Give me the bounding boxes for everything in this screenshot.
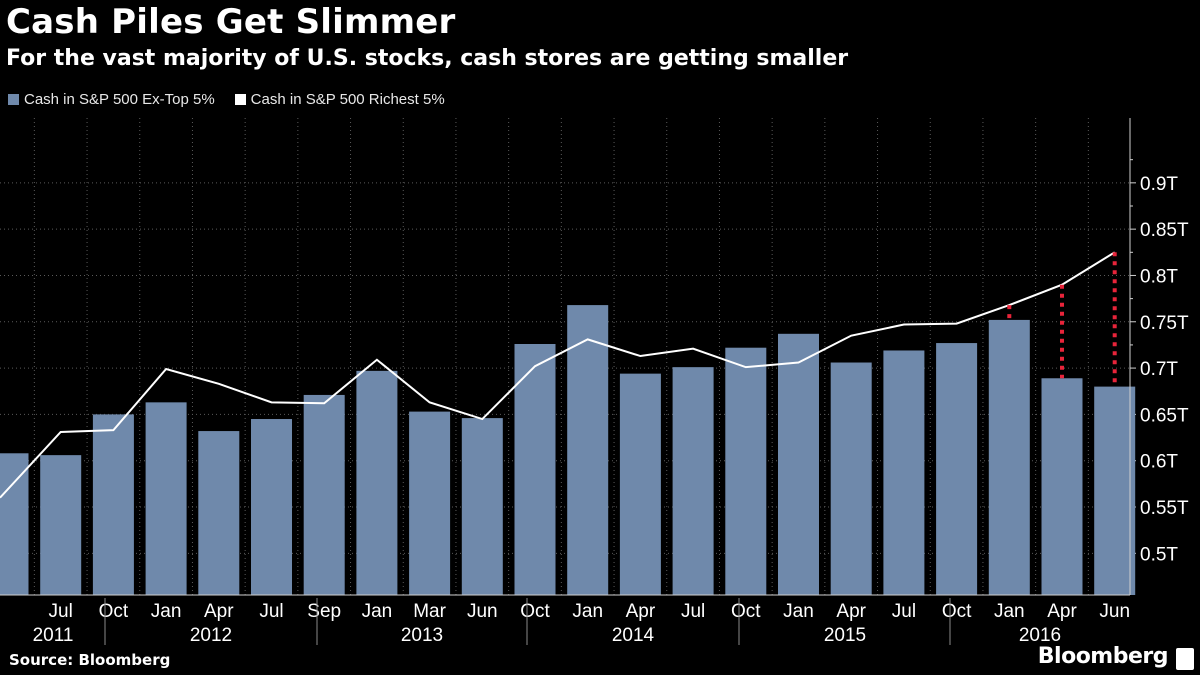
legend-item-line: Cash in S&P 500 Richest 5% — [234, 91, 445, 108]
y-tick-label: 0.65T — [1140, 405, 1189, 426]
bar-ex-top5 — [145, 402, 187, 595]
x-tick-label: Mar — [413, 601, 446, 622]
x-tick-label: Apr — [836, 601, 866, 622]
y-tick-label: 0.55T — [1140, 498, 1189, 519]
x-tick-label: Apr — [1047, 601, 1077, 622]
x-tick-label: Jul — [49, 601, 73, 622]
legend-label-line: Cash in S&P 500 Richest 5% — [250, 91, 445, 108]
bar-ex-top5 — [1094, 386, 1136, 595]
bar-ex-top5 — [198, 431, 240, 595]
y-tick-label: 0.7T — [1140, 359, 1178, 380]
y-tick-label: 0.85T — [1140, 220, 1189, 241]
x-tick-label: Oct — [942, 601, 972, 622]
x-year-label: 2011 — [33, 625, 74, 646]
bar-ex-top5 — [567, 305, 609, 595]
bar-ex-top5 — [1041, 378, 1083, 595]
x-tick-label: Jan — [362, 601, 393, 622]
x-tick-label: Jan — [572, 601, 603, 622]
bar-ex-top5 — [883, 350, 925, 595]
bar-ex-top5 — [725, 347, 767, 595]
bar-ex-top5 — [92, 414, 134, 595]
bar-ex-top5 — [778, 333, 819, 595]
bar-ex-top5 — [461, 418, 503, 595]
bar-ex-top5 — [672, 367, 714, 595]
bar-ex-top5 — [988, 319, 1030, 595]
bar-ex-top5 — [303, 394, 345, 595]
x-tick-label: Sep — [307, 601, 341, 622]
x-tick-label: Jun — [1099, 601, 1130, 622]
line-richest5 — [0, 251, 1116, 499]
legend-item-bars: Cash in S&P 500 Ex-Top 5% — [8, 91, 215, 108]
x-year-label: 2013 — [401, 625, 443, 646]
x-year-label: 2014 — [612, 625, 655, 646]
bloomberg-terminal-icon — [1176, 648, 1194, 670]
x-year-label: 2015 — [824, 625, 866, 646]
bar-ex-top5 — [40, 455, 82, 595]
x-year-label: 2012 — [190, 625, 232, 646]
chart-title: Cash Piles Get Slimmer — [6, 2, 456, 42]
bar-ex-top5 — [0, 453, 29, 595]
chart-subtitle: For the vast majority of U.S. stocks, ca… — [6, 46, 849, 71]
x-year-label: 2016 — [1019, 625, 1061, 646]
legend-swatch-bars — [8, 94, 19, 105]
y-tick-label: 0.5T — [1140, 544, 1178, 565]
legend-label-bars: Cash in S&P 500 Ex-Top 5% — [24, 91, 215, 108]
legend: Cash in S&P 500 Ex-Top 5% Cash in S&P 50… — [8, 91, 465, 108]
source-note: Source: Bloomberg — [9, 651, 171, 669]
y-tick-label: 0.9T — [1140, 174, 1178, 195]
x-tick-label: Jan — [783, 601, 814, 622]
x-tick-label: Jul — [259, 601, 283, 622]
bar-ex-top5 — [619, 373, 661, 595]
bar-ex-top5 — [514, 343, 556, 595]
x-tick-label: Oct — [731, 601, 761, 622]
bar-ex-top5 — [409, 411, 451, 595]
bar-ex-top5 — [356, 370, 398, 595]
x-tick-label: Apr — [626, 601, 656, 622]
x-tick-label: Apr — [204, 601, 234, 622]
x-tick-label: Jun — [467, 601, 498, 622]
bloomberg-logo: Bloomberg — [1037, 644, 1169, 669]
x-tick-label: Jul — [892, 601, 916, 622]
x-tick-label: Jan — [994, 601, 1025, 622]
y-tick-label: 0.6T — [1140, 452, 1178, 473]
x-tick-label: Oct — [99, 601, 129, 622]
legend-swatch-line — [234, 94, 246, 105]
x-tick-label: Jul — [681, 601, 705, 622]
bar-ex-top5 — [936, 343, 978, 595]
y-tick-label: 0.8T — [1140, 266, 1178, 287]
x-tick-label: Oct — [520, 601, 550, 622]
x-tick-label: Jan — [151, 601, 182, 622]
bar-ex-top5 — [830, 362, 872, 595]
y-tick-label: 0.75T — [1140, 313, 1189, 334]
bar-ex-top5 — [251, 419, 292, 595]
